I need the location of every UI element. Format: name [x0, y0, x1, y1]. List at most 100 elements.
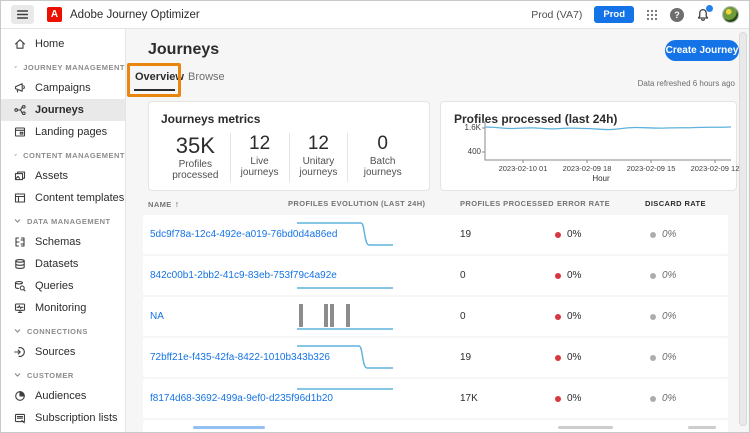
profiles-processed-chart: [482, 121, 732, 163]
column-header-profiles-evolution[interactable]: PROFILES EVOLUTION (LAST 24H): [288, 199, 426, 208]
list-icon: [14, 413, 26, 424]
chevron-down-icon: [14, 66, 17, 68]
vertical-scrollbar[interactable]: [739, 32, 747, 426]
main-content: Journeys Create Journey Overview Browse …: [126, 29, 749, 432]
sidebar-section-connections[interactable]: CONNECTIONS: [1, 321, 125, 341]
help-button[interactable]: ?: [670, 7, 684, 22]
hamburger-menu-button[interactable]: [11, 5, 34, 24]
table-row: NA 0 0% 0%: [143, 297, 728, 336]
sidebar-item-home[interactable]: Home: [1, 33, 125, 55]
notification-dot: [706, 4, 713, 12]
chevron-down-icon: [14, 329, 21, 333]
sidebar: Home JOURNEY MANAGEMENT Campaigns Journe…: [1, 29, 126, 432]
table-row: f8174d68-3692-499a-9ef0-d235f96d1b20 17K…: [143, 379, 728, 418]
profiles-processed-value: 0: [460, 270, 466, 281]
data-search-icon: [14, 280, 26, 292]
profiles-processed-value: 17K: [460, 393, 478, 404]
sidebar-section-data-management[interactable]: DATA MANAGEMENT: [1, 211, 125, 231]
discard-dot-icon: [650, 231, 656, 238]
sidebar-item-queries[interactable]: Queries: [1, 275, 125, 297]
browser-window-icon: [14, 127, 26, 137]
discard-dot-icon: [650, 354, 656, 361]
error-dot-icon: [555, 272, 561, 279]
column-header-discard-rate[interactable]: DISCARD RATE: [645, 199, 706, 208]
discard-dot-icon: [650, 395, 656, 402]
metric-live-journeys: 12 Live journeys: [229, 133, 289, 182]
sidebar-section-content-management[interactable]: CONTENT MANAGEMENT: [1, 145, 125, 165]
journey-name-link[interactable]: f8174d68-3692-499a-9ef0-d235f96d1b20: [150, 393, 333, 404]
x-axis-tick: 2023-02-09 18: [562, 164, 612, 173]
sidebar-section-partial: [1, 431, 125, 432]
profiles-evolution-sparkline: [297, 304, 393, 330]
error-dot-icon: [555, 313, 561, 320]
sidebar-section-journey-management[interactable]: JOURNEY MANAGEMENT: [1, 57, 125, 77]
page-title: Journeys: [148, 41, 220, 58]
chevron-down-icon: [14, 154, 17, 156]
topbar: A Adobe Journey Optimizer Prod (VA7) Pro…: [1, 1, 749, 29]
data-refresh-note: Data refreshed 6 hours ago: [637, 79, 735, 88]
environment-badge[interactable]: Prod: [594, 6, 634, 23]
metrics-card-title: Journeys metrics: [161, 112, 261, 126]
app-switcher-button[interactable]: [646, 9, 658, 21]
journey-name-link[interactable]: 5dc9f78a-12c4-492e-a019-76bd0d4a86ed: [150, 229, 338, 240]
user-avatar[interactable]: [722, 6, 739, 23]
profiles-evolution-sparkline: [297, 388, 393, 390]
notifications-button[interactable]: [696, 4, 713, 22]
table-row: 842c00b1-2bb2-41c9-83eb-753f79c4a92e 0 0…: [143, 256, 728, 295]
x-axis-tick: 2023-02-09 12: [690, 164, 740, 173]
metric-unitary-journeys: 12 Unitary journeys: [288, 133, 348, 182]
error-rate-cell: 0%: [555, 229, 581, 240]
topbar-right: Prod (VA7) Prod ?: [531, 4, 739, 23]
clipped-text-hint: [558, 426, 613, 429]
x-axis-label: Hour: [592, 174, 610, 183]
clipped-text-hint: [193, 426, 265, 429]
images-icon: [14, 171, 26, 181]
clipped-text-hint: [688, 426, 716, 429]
column-header-profiles-processed[interactable]: PROFILES PROCESSED: [460, 199, 554, 208]
sidebar-item-sources[interactable]: Sources: [1, 341, 125, 363]
environment-label: Prod (VA7): [531, 8, 583, 21]
discard-dot-icon: [650, 272, 656, 279]
sidebar-item-datasets[interactable]: Datasets: [1, 253, 125, 275]
profiles-processed-card: Profiles processed (last 24h) 1.6K 400 2…: [440, 101, 739, 191]
import-arrow-icon: [14, 347, 25, 357]
schema-icon: [15, 237, 25, 247]
sidebar-item-content-templates[interactable]: Content templates: [1, 187, 125, 209]
journey-name-link[interactable]: NA: [150, 311, 164, 322]
template-icon: [14, 193, 26, 203]
sidebar-item-audiences[interactable]: Audiences: [1, 385, 125, 407]
sidebar-item-campaigns[interactable]: Campaigns: [1, 77, 125, 99]
sidebar-item-journeys[interactable]: Journeys: [1, 99, 125, 121]
column-header-name[interactable]: NAME ↑: [148, 199, 180, 209]
profiles-processed-value: 0: [460, 311, 466, 322]
table-row: 5dc9f78a-12c4-492e-a019-76bd0d4a86ed 19 …: [143, 215, 728, 254]
sidebar-section-customer[interactable]: CUSTOMER: [1, 365, 125, 385]
sidebar-item-assets[interactable]: Assets: [1, 165, 125, 187]
discard-rate-cell: 0%: [650, 229, 676, 240]
create-journey-button[interactable]: Create Journey: [665, 40, 739, 61]
error-rate-cell: 0%: [555, 311, 581, 322]
sidebar-item-landing-pages[interactable]: Landing pages: [1, 121, 125, 143]
error-dot-icon: [555, 395, 561, 402]
x-axis-tick: 2023-02-10 01: [498, 164, 548, 173]
megaphone-icon: [14, 83, 25, 93]
discard-rate-cell: 0%: [650, 270, 676, 281]
profiles-processed-value: 19: [460, 229, 472, 240]
sidebar-item-monitoring[interactable]: Monitoring: [1, 297, 125, 319]
sidebar-item-schemas[interactable]: Schemas: [1, 231, 125, 253]
error-rate-cell: 0%: [555, 352, 581, 363]
database-icon: [15, 259, 25, 269]
column-header-error-rate[interactable]: ERROR RATE: [557, 199, 611, 208]
sidebar-item-subscription-lists[interactable]: Subscription lists: [1, 407, 125, 429]
tab-overview[interactable]: Overview: [135, 71, 184, 83]
audiences-icon: [15, 391, 25, 401]
table-row: 72bff21e-f435-42fa-8422-1010b343b326 19 …: [143, 338, 728, 377]
journey-branch-icon: [14, 104, 26, 116]
journey-name-link[interactable]: 72bff21e-f435-42fa-8422-1010b343b326: [150, 352, 330, 363]
journey-name-link[interactable]: 842c00b1-2bb2-41c9-83eb-753f79c4a92e: [150, 270, 337, 281]
tab-browse[interactable]: Browse: [188, 71, 225, 83]
error-dot-icon: [555, 354, 561, 361]
table-row-partial: [143, 420, 728, 432]
error-dot-icon: [555, 231, 561, 238]
